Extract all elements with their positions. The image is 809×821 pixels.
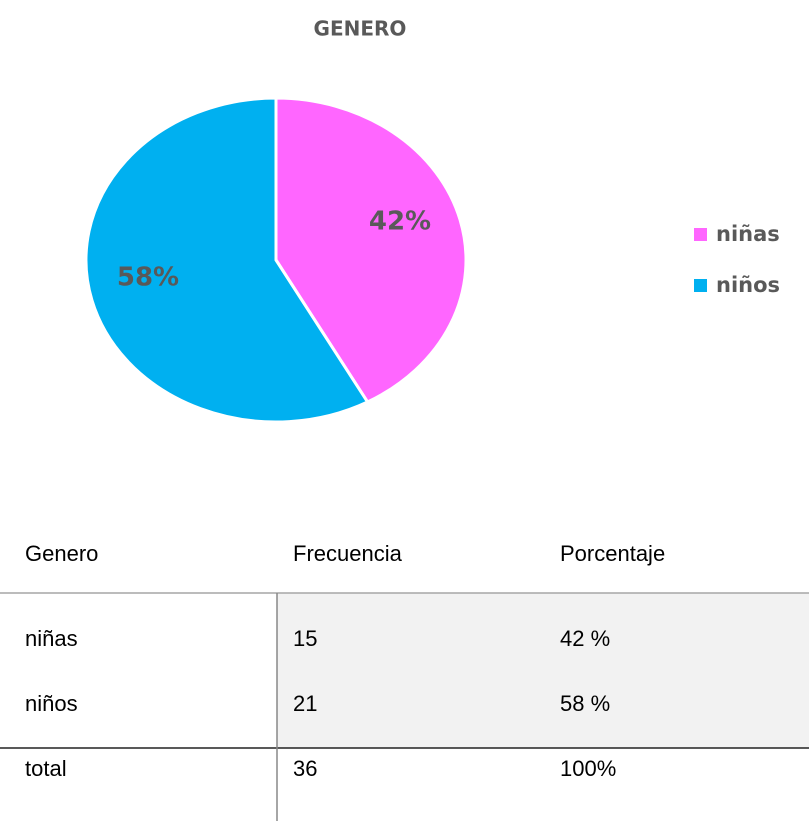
table-header: Frecuencia — [293, 541, 403, 566]
table-cell: 42 % — [560, 626, 610, 651]
pie-slice — [84, 96, 370, 424]
table-cell: 36 — [293, 756, 317, 781]
legend-swatch — [694, 279, 707, 292]
table-cell: 58 % — [560, 691, 610, 716]
data-label: 42% — [369, 207, 431, 237]
cell-shade — [277, 593, 809, 748]
table-header: Porcentaje — [560, 541, 665, 566]
chart-title: GENERO — [314, 17, 407, 41]
table-cell: 21 — [293, 691, 317, 716]
data-label: 58% — [117, 263, 179, 293]
pie-slice — [274, 96, 468, 404]
table-cell: niños — [25, 691, 78, 716]
pie — [84, 96, 468, 424]
table-cell: total — [25, 756, 67, 781]
legend-label: niños — [716, 273, 780, 297]
table-header: Genero — [25, 541, 98, 566]
table-cell: 100% — [560, 756, 616, 781]
table-cell: 15 — [293, 626, 317, 651]
legend-swatch — [694, 228, 707, 241]
legend-label: niñas — [716, 222, 780, 246]
table-cell: niñas — [25, 626, 78, 651]
